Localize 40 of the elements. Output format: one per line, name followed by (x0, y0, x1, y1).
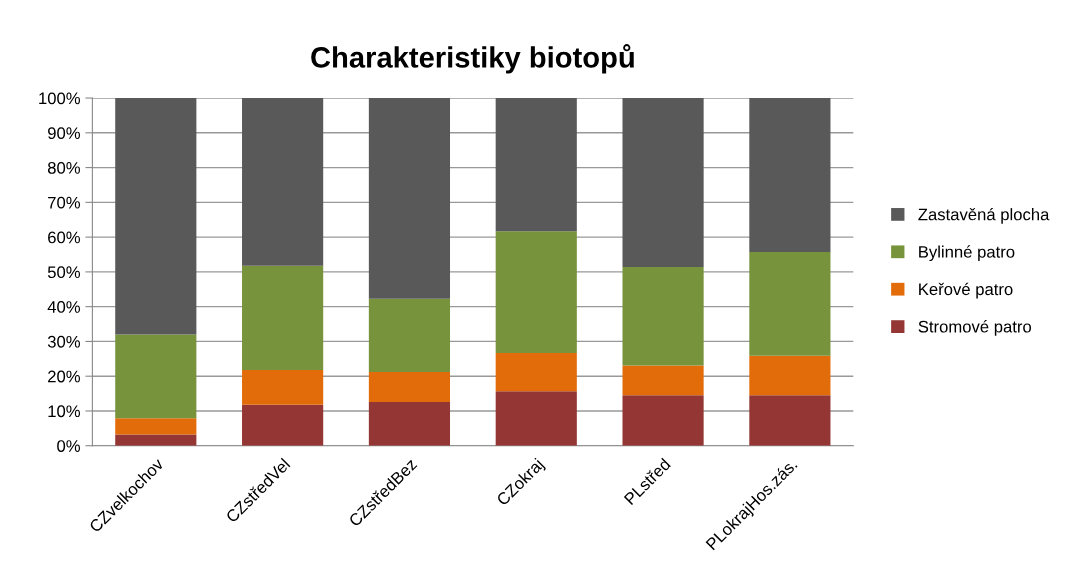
bar (749, 98, 831, 253)
legend-label: Stromové patro (918, 320, 1032, 336)
legend-label: Keřové patro (919, 282, 1013, 299)
bar (495, 391, 577, 446)
legend-label: Zastavěná plocha (918, 207, 1050, 224)
bar (495, 231, 577, 353)
bar (115, 434, 197, 446)
bar (622, 395, 704, 446)
bar (622, 267, 704, 366)
bar (368, 98, 451, 299)
y-tick-label: 20% (48, 370, 80, 383)
bar (622, 365, 704, 396)
bar (368, 298, 451, 373)
bar (749, 395, 831, 446)
bar (242, 404, 324, 446)
y-tick-label: 100% (39, 92, 80, 105)
legend-label: Bylinné patro (919, 245, 1015, 262)
bar (115, 98, 197, 335)
bar (368, 372, 451, 402)
bar (115, 418, 197, 435)
y-tick-label: 80% (47, 161, 80, 174)
y-tick-label: 40% (47, 301, 80, 313)
bar (115, 334, 197, 419)
bar (495, 98, 577, 232)
y-tick-label: 10% (48, 405, 80, 418)
bar (242, 369, 324, 405)
y-tick-label: 0% (57, 440, 80, 452)
y-tick-label: 70% (48, 196, 80, 209)
bar (749, 355, 831, 396)
bar (749, 252, 831, 356)
bar (242, 98, 324, 266)
y-tick-label: 50% (47, 266, 80, 279)
bar (242, 265, 324, 370)
y-tick-label: 30% (47, 335, 80, 348)
chart-title: Charakteristiky biotopů (311, 44, 634, 74)
y-tick-label: 60% (48, 231, 80, 244)
bar (622, 98, 704, 268)
bar (495, 352, 577, 392)
bar (368, 401, 451, 446)
y-tick-label: 90% (48, 127, 80, 140)
